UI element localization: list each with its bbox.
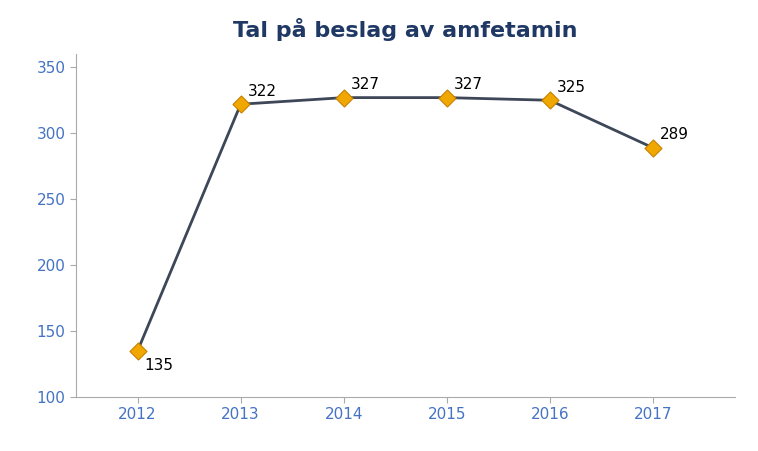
Point: [234, 101, 246, 108]
Text: 289: 289: [659, 127, 689, 143]
Text: 322: 322: [248, 84, 277, 99]
Point: [543, 97, 556, 104]
Point: [647, 144, 659, 152]
Title: Tal på beslag av amfetamin: Tal på beslag av amfetamin: [233, 18, 578, 41]
Text: 135: 135: [145, 358, 174, 373]
Point: [132, 347, 144, 354]
Text: 327: 327: [351, 77, 380, 92]
Text: 325: 325: [556, 80, 586, 95]
Text: 327: 327: [454, 77, 483, 92]
Point: [337, 94, 349, 101]
Point: [440, 94, 453, 101]
